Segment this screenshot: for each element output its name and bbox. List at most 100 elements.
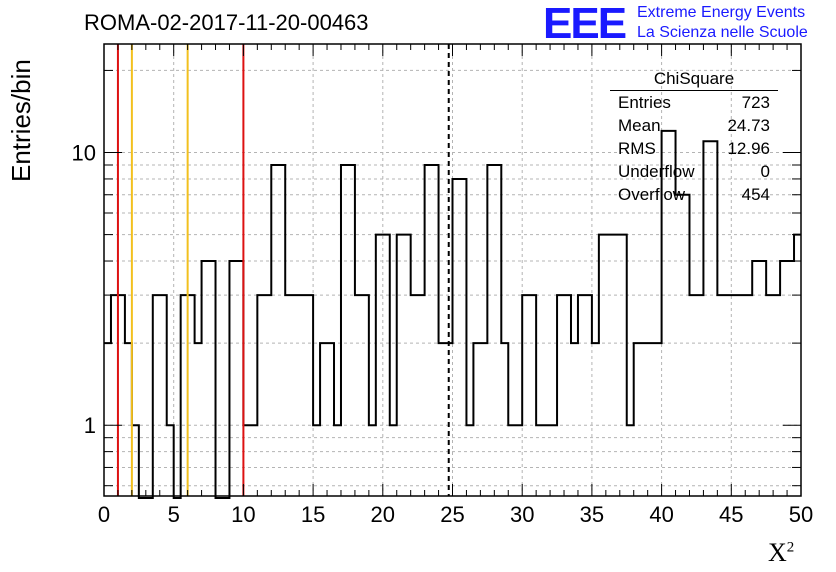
histogram-bin [202, 261, 209, 496]
histogram-bin [501, 343, 508, 496]
histogram-bin [731, 295, 738, 496]
histogram-bin [683, 195, 690, 496]
histogram-bin [780, 261, 787, 496]
histogram-bin [153, 295, 160, 496]
histogram-bin [236, 261, 243, 496]
stats-value: 12.96 [727, 139, 770, 158]
stats-value: 723 [741, 93, 770, 112]
histogram-bin [397, 235, 404, 496]
histogram-bin [599, 235, 606, 496]
histogram-bin [585, 295, 592, 496]
stats-value: 454 [741, 185, 770, 204]
histogram-bin [383, 235, 390, 496]
histogram-bin [759, 261, 766, 496]
histogram-bin [571, 343, 578, 496]
histogram-bin [355, 295, 362, 496]
stats-row: Overflow 454 [610, 183, 778, 206]
eee-logo: EEE [543, 0, 627, 48]
stats-row: Entries 723 [610, 91, 778, 114]
histogram-bin [404, 235, 411, 496]
histogram-bin [306, 295, 313, 496]
histogram-bin [320, 343, 327, 496]
x-tick-label: 50 [789, 502, 813, 527]
x-tick-label: 45 [719, 502, 743, 527]
histogram-bin [432, 165, 439, 496]
histogram-bin [724, 295, 731, 496]
histogram-bin [522, 295, 529, 496]
histogram-bin [160, 295, 167, 496]
histogram-bin [494, 165, 501, 496]
stats-key: Mean [618, 116, 661, 135]
histogram-bin [229, 261, 236, 496]
stats-key: Overflow [618, 185, 686, 204]
stats-key: RMS [618, 139, 656, 158]
x-tick-label: 5 [168, 502, 180, 527]
histogram-outline [104, 129, 801, 499]
axis-ticks [103, 44, 802, 496]
histogram-bin [773, 295, 780, 496]
histogram-bin [745, 295, 752, 496]
histogram-bin [264, 295, 271, 496]
histogram-bin [717, 295, 724, 496]
x-tick-label: 10 [231, 502, 255, 527]
histogram-bin [676, 195, 683, 496]
stats-key: Underflow [618, 162, 695, 181]
histogram-bin [480, 343, 487, 496]
x-tick-label: 25 [440, 502, 464, 527]
histogram-bin [348, 165, 355, 496]
y-axis-label: Entries/bin [2, 59, 42, 182]
x-axis-label-superscript: 2 [786, 539, 795, 556]
histogram-bin [327, 343, 334, 496]
histogram-bin [752, 261, 759, 496]
stats-row: Mean 24.73 [610, 114, 778, 137]
x-axis-label: X2 [768, 538, 794, 568]
histogram-bin [648, 343, 655, 496]
histogram-bin [453, 179, 460, 496]
histogram-bin [209, 261, 216, 496]
stats-box: ChiSquare Entries 723 Mean 24.73 RMS 12.96 … [610, 68, 778, 206]
histogram-bin [446, 343, 453, 496]
run-title: ROMA-02-2017-11-20-00463 [84, 10, 369, 35]
histogram-bin [362, 295, 369, 496]
tick-labels: 0 5 10 15 20 25 30 35 40 45 50 1 10 [72, 141, 814, 527]
histogram-bin [529, 295, 536, 496]
histogram-bin [606, 235, 613, 496]
histogram-bin [418, 295, 425, 496]
x-tick-label: 15 [301, 502, 325, 527]
stats-row: Underflow 0 [610, 160, 778, 183]
histogram-bin [794, 235, 801, 496]
histogram-bin [459, 179, 466, 496]
x-tick-label: 40 [649, 502, 673, 527]
stats-row: RMS 12.96 [610, 137, 778, 160]
histogram-bin [299, 295, 306, 496]
histogram-bin [487, 165, 494, 496]
histogram-bin [620, 235, 627, 496]
histogram-bin [564, 295, 571, 496]
histogram-bin [655, 343, 662, 496]
logo-line-2: La Scienza nelle Scuole [637, 24, 808, 41]
histogram-bin [125, 343, 132, 496]
histogram-bin [411, 295, 418, 496]
histogram-bin [439, 343, 446, 496]
marker-lines [116, 44, 450, 496]
stats-value: 24.73 [727, 116, 770, 135]
y-axis-label-text: Entries/bin [6, 59, 36, 182]
y-tick-label: 10 [72, 141, 96, 166]
histogram-bin [613, 235, 620, 496]
histogram-bin [473, 343, 480, 496]
x-axis-label-text: X [768, 538, 787, 567]
histogram-bin [641, 343, 648, 496]
histogram-bin [341, 165, 348, 496]
histogram-bin [104, 343, 111, 496]
histogram-bin [271, 165, 278, 496]
histogram-bin [195, 343, 202, 496]
stats-key: Entries [618, 93, 671, 112]
histogram-bin [738, 295, 745, 496]
x-tick-label: 30 [510, 502, 534, 527]
histogram-bin [188, 295, 195, 496]
histogram-bin [376, 235, 383, 496]
x-tick-label: 35 [580, 502, 604, 527]
histogram-bin [578, 295, 585, 496]
histogram-bin [766, 295, 773, 496]
